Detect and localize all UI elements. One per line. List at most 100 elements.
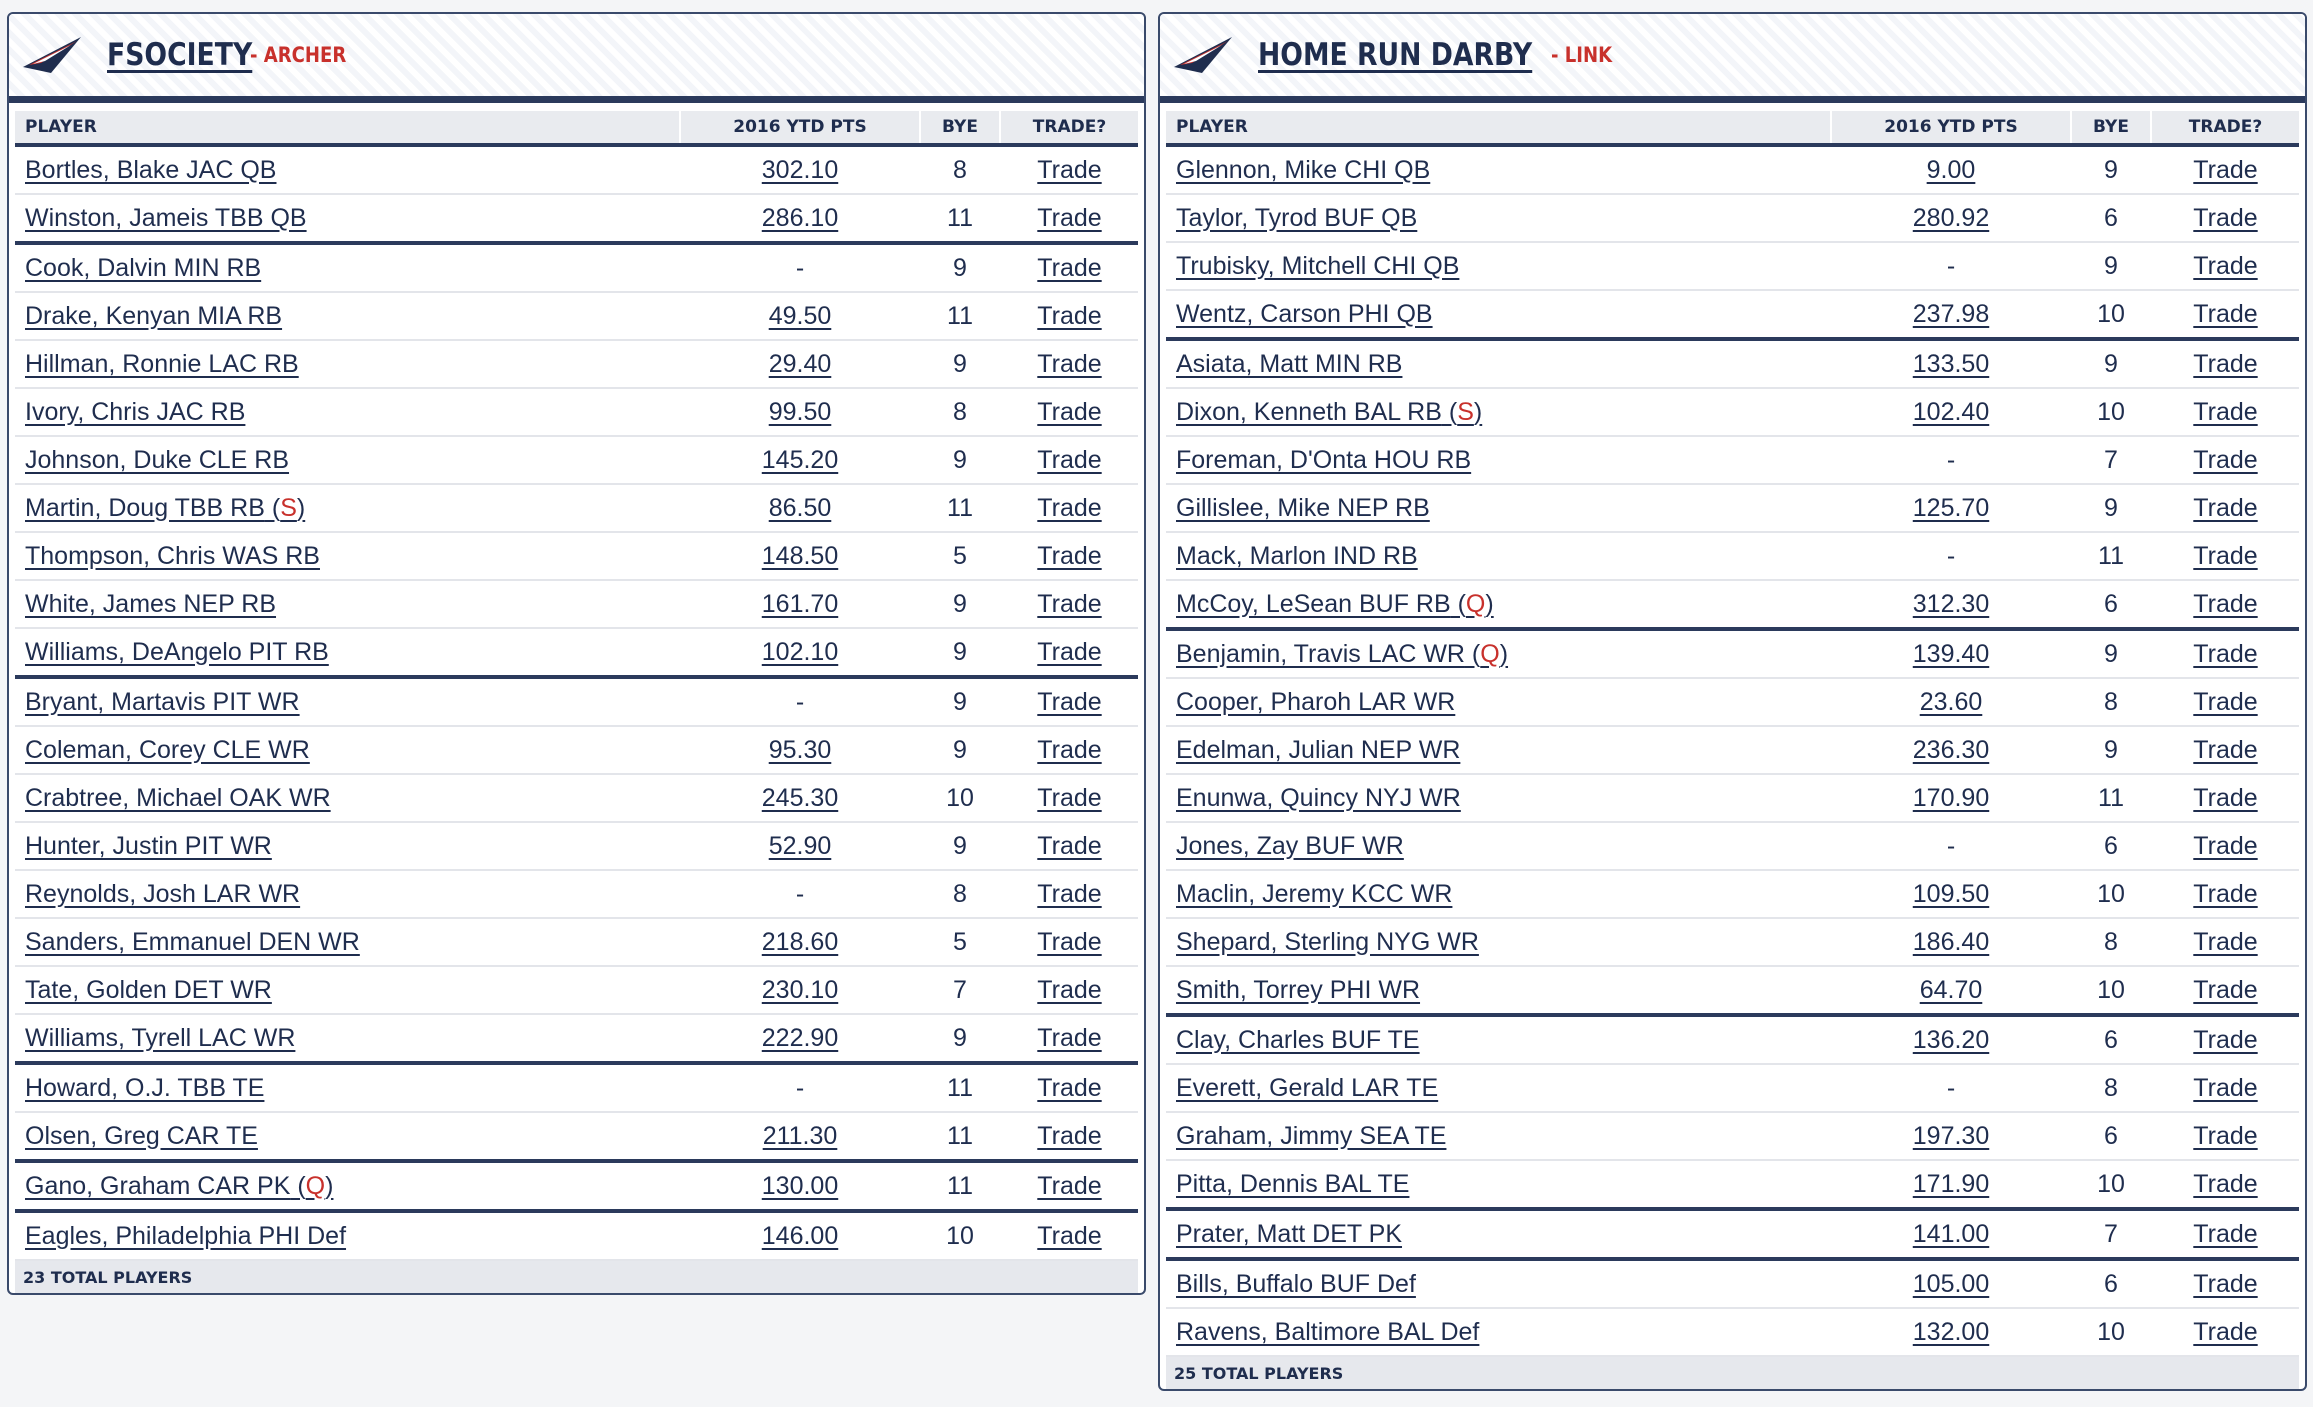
player-name-link[interactable]: Thompson, Chris WAS RB — [25, 542, 320, 571]
trade-link[interactable]: Trade — [1037, 1023, 1102, 1052]
player-name-link[interactable]: Olsen, Greg CAR TE — [25, 1122, 258, 1151]
trade-link[interactable]: Trade — [2193, 155, 2258, 184]
pts-link[interactable]: 161.70 — [761, 589, 839, 618]
trade-link[interactable]: Trade — [2193, 349, 2258, 378]
player-name-link[interactable]: Taylor, Tyrod BUF QB — [1176, 204, 1417, 233]
player-name-link[interactable]: Wentz, Carson PHI QB — [1176, 300, 1433, 329]
pts-link[interactable]: 170.90 — [1912, 783, 1990, 812]
trade-link[interactable]: Trade — [2193, 445, 2258, 474]
player-name-link[interactable]: Smith, Torrey PHI WR — [1176, 976, 1420, 1005]
trade-link[interactable]: Trade — [1037, 1221, 1102, 1250]
pts-link[interactable]: 197.30 — [1912, 1121, 1990, 1150]
trade-link[interactable]: Trade — [2193, 541, 2258, 570]
pts-link[interactable]: 218.60 — [761, 927, 839, 956]
player-name-link[interactable]: Hillman, Ronnie LAC RB — [25, 350, 299, 379]
trade-link[interactable]: Trade — [1037, 687, 1102, 716]
player-name-link[interactable]: Everett, Gerald LAR TE — [1176, 1074, 1438, 1103]
pts-link[interactable]: 109.50 — [1912, 879, 1990, 908]
trade-link[interactable]: Trade — [2193, 203, 2258, 232]
trade-link[interactable]: Trade — [1037, 301, 1102, 330]
pts-link[interactable]: 312.30 — [1912, 589, 1990, 618]
pts-link[interactable]: 64.70 — [1919, 975, 1983, 1004]
player-name-link[interactable]: Martin, Doug TBB RB (S) — [25, 494, 305, 523]
trade-link[interactable]: Trade — [2193, 1073, 2258, 1102]
trade-link[interactable]: Trade — [1037, 927, 1102, 956]
trade-link[interactable]: Trade — [2193, 735, 2258, 764]
player-name-link[interactable]: Glennon, Mike CHI QB — [1176, 156, 1430, 185]
pts-link[interactable]: 49.50 — [768, 301, 832, 330]
trade-link[interactable]: Trade — [1037, 1121, 1102, 1150]
trade-link[interactable]: Trade — [2193, 1269, 2258, 1298]
player-name-link[interactable]: Dixon, Kenneth BAL RB (S) — [1176, 398, 1482, 427]
pts-link[interactable]: 102.10 — [761, 637, 839, 666]
trade-link[interactable]: Trade — [2193, 1317, 2258, 1346]
pts-link[interactable]: 286.10 — [761, 203, 839, 232]
player-name-link[interactable]: Tate, Golden DET WR — [25, 976, 272, 1005]
player-name-link[interactable]: Shepard, Sterling NYG WR — [1176, 928, 1479, 957]
player-name-link[interactable]: Cooper, Pharoh LAR WR — [1176, 688, 1455, 717]
trade-link[interactable]: Trade — [2193, 927, 2258, 956]
pts-link[interactable]: 302.10 — [761, 155, 839, 184]
pts-link[interactable]: 132.00 — [1912, 1317, 1990, 1346]
player-name-link[interactable]: Asiata, Matt MIN RB — [1176, 350, 1402, 379]
trade-link[interactable]: Trade — [2193, 975, 2258, 1004]
trade-link[interactable]: Trade — [2193, 1025, 2258, 1054]
team-name-link[interactable]: FSOCIETY — [107, 37, 253, 73]
player-name-link[interactable]: Reynolds, Josh LAR WR — [25, 880, 300, 909]
player-name-link[interactable]: Bortles, Blake JAC QB — [25, 156, 276, 185]
trade-link[interactable]: Trade — [1037, 445, 1102, 474]
player-name-link[interactable]: Cook, Dalvin MIN RB — [25, 254, 261, 283]
pts-link[interactable]: 102.40 — [1912, 397, 1990, 426]
player-name-link[interactable]: Eagles, Philadelphia PHI Def — [25, 1222, 346, 1251]
player-name-link[interactable]: Crabtree, Michael OAK WR — [25, 784, 331, 813]
trade-link[interactable]: Trade — [2193, 397, 2258, 426]
player-name-link[interactable]: Clay, Charles BUF TE — [1176, 1026, 1420, 1055]
player-name-link[interactable]: Edelman, Julian NEP WR — [1176, 736, 1460, 765]
trade-link[interactable]: Trade — [1037, 349, 1102, 378]
player-name-link[interactable]: White, James NEP RB — [25, 590, 276, 619]
pts-link[interactable]: 133.50 — [1912, 349, 1990, 378]
pts-link[interactable]: 145.20 — [761, 445, 839, 474]
trade-link[interactable]: Trade — [1037, 203, 1102, 232]
team-name-link[interactable]: HOME RUN DARBY — [1258, 37, 1533, 73]
player-name-link[interactable]: Jones, Zay BUF WR — [1176, 832, 1404, 861]
player-name-link[interactable]: Foreman, D'Onta HOU RB — [1176, 446, 1471, 475]
player-name-link[interactable]: Williams, DeAngelo PIT RB — [25, 638, 329, 667]
player-name-link[interactable]: Bills, Buffalo BUF Def — [1176, 1270, 1416, 1299]
pts-link[interactable]: 23.60 — [1919, 687, 1983, 716]
pts-link[interactable]: 186.40 — [1912, 927, 1990, 956]
pts-link[interactable]: 130.00 — [761, 1171, 839, 1200]
trade-link[interactable]: Trade — [2193, 783, 2258, 812]
player-name-link[interactable]: Bryant, Martavis PIT WR — [25, 688, 300, 717]
player-name-link[interactable]: Pitta, Dennis BAL TE — [1176, 1170, 1409, 1199]
player-name-link[interactable]: Winston, Jameis TBB QB — [25, 204, 307, 233]
pts-link[interactable]: 280.92 — [1912, 203, 1990, 232]
trade-link[interactable]: Trade — [2193, 879, 2258, 908]
pts-link[interactable]: 211.30 — [762, 1121, 838, 1150]
player-name-link[interactable]: Gano, Graham CAR PK (Q) — [25, 1172, 333, 1201]
pts-link[interactable]: 9.00 — [1926, 155, 1976, 184]
pts-link[interactable]: 146.00 — [761, 1221, 839, 1250]
pts-link[interactable]: 222.90 — [761, 1023, 839, 1052]
trade-link[interactable]: Trade — [1037, 541, 1102, 570]
trade-link[interactable]: Trade — [2193, 251, 2258, 280]
trade-link[interactable]: Trade — [1037, 1171, 1102, 1200]
player-name-link[interactable]: Benjamin, Travis LAC WR (Q) — [1176, 640, 1508, 669]
pts-link[interactable]: 125.70 — [1912, 493, 1990, 522]
pts-link[interactable]: 237.98 — [1912, 299, 1990, 328]
pts-link[interactable]: 236.30 — [1912, 735, 1990, 764]
trade-link[interactable]: Trade — [1037, 783, 1102, 812]
trade-link[interactable]: Trade — [1037, 493, 1102, 522]
player-name-link[interactable]: Ravens, Baltimore BAL Def — [1176, 1318, 1479, 1347]
trade-link[interactable]: Trade — [1037, 253, 1102, 282]
trade-link[interactable]: Trade — [2193, 493, 2258, 522]
trade-link[interactable]: Trade — [2193, 589, 2258, 618]
player-name-link[interactable]: Maclin, Jeremy KCC WR — [1176, 880, 1452, 909]
trade-link[interactable]: Trade — [1037, 1073, 1102, 1102]
pts-link[interactable]: 86.50 — [768, 493, 832, 522]
pts-link[interactable]: 148.50 — [761, 541, 839, 570]
pts-link[interactable]: 230.10 — [761, 975, 839, 1004]
pts-link[interactable]: 139.40 — [1912, 639, 1990, 668]
pts-link[interactable]: 95.30 — [768, 735, 832, 764]
pts-link[interactable]: 171.90 — [1912, 1169, 1990, 1198]
